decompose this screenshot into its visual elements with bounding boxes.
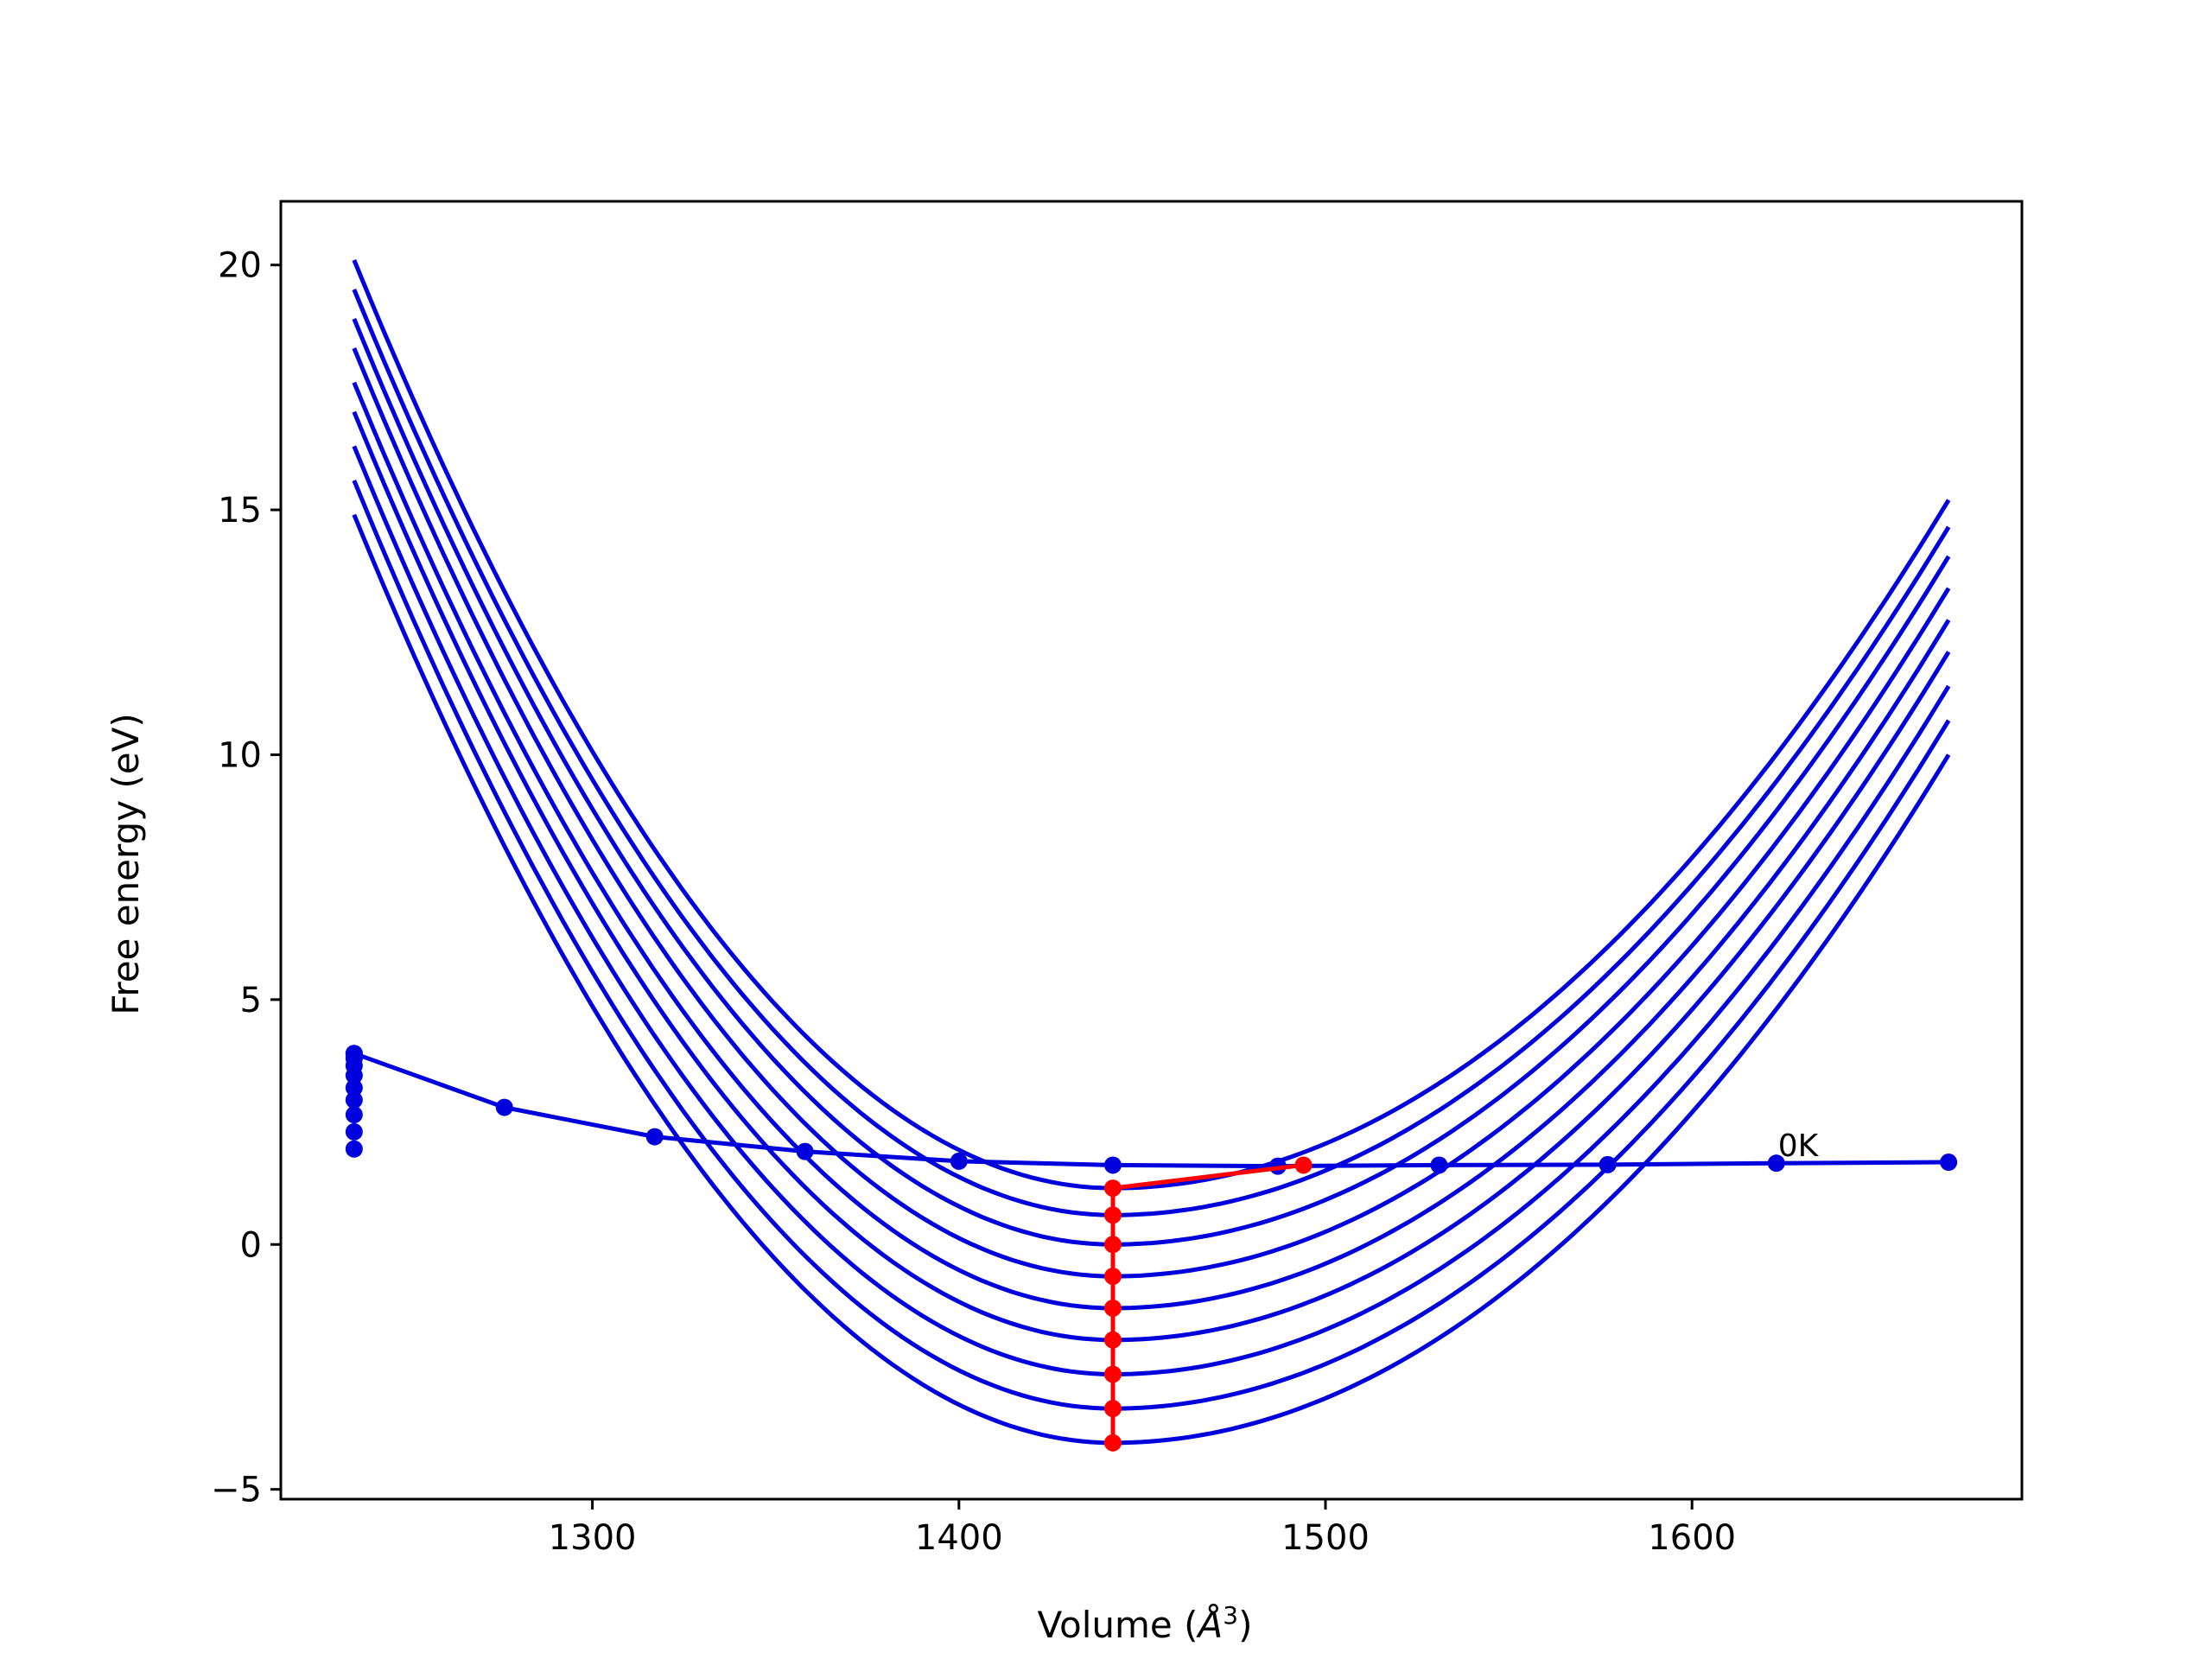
stacked-point (345, 1122, 363, 1141)
stacked-point (345, 1140, 363, 1158)
zero-k-line-path (353, 1051, 1949, 1169)
x-axis-label-unit: Å (1196, 1603, 1224, 1646)
zero-k-line (345, 1045, 1958, 1175)
minima-path-line (1110, 1162, 1304, 1443)
minimum-point (1103, 1268, 1122, 1286)
zero-k-point (796, 1142, 814, 1160)
y-axis-label: Free energy (eV) (105, 713, 147, 1015)
stacked-point (345, 1045, 363, 1063)
annotation-0k: 0K (1778, 1128, 1820, 1164)
minimum-point (1103, 1236, 1122, 1254)
plot-frame (279, 200, 2024, 1501)
y-tick-label: −5 (211, 1471, 262, 1510)
zero-k-point (1599, 1155, 1617, 1173)
x-tick-label: 1600 (1648, 1518, 1736, 1558)
zero-k-point (645, 1128, 664, 1146)
x-tick-label: 1400 (915, 1518, 1003, 1558)
minima-path (1103, 1156, 1313, 1452)
minimum-point (1103, 1433, 1122, 1452)
free-energy-curve-8 (352, 289, 1951, 1217)
y-tick-label: 10 (218, 735, 262, 775)
stacked-point (345, 1106, 363, 1124)
minimum-point (1103, 1400, 1122, 1418)
zero-k-point (1103, 1156, 1122, 1174)
axes: 1300 1400 1500 1600 −5 0 5 10 15 20 (211, 200, 2024, 1558)
zero-k-point (1767, 1154, 1785, 1173)
minimum-point (1103, 1179, 1122, 1198)
minimum-point (1103, 1299, 1122, 1317)
y-tick-label: 0 (240, 1225, 262, 1265)
zero-k-point (950, 1152, 968, 1170)
free-energy-curves (352, 259, 1951, 1446)
free-energy-curve-6 (352, 347, 1951, 1279)
zero-k-point (1940, 1154, 1958, 1172)
y-tick-label: 20 (218, 246, 262, 286)
free-energy-curve-4 (352, 410, 1951, 1343)
zero-k-point (1430, 1156, 1448, 1174)
minimum-point (1294, 1156, 1313, 1174)
x-axis-label-main: Volume ( (1038, 1604, 1198, 1646)
x-axis-label-exponent: 3 (1223, 1601, 1238, 1630)
y-tick-label: 5 (240, 981, 262, 1020)
free-energy-curve-3 (352, 445, 1951, 1377)
zero-k-point (495, 1098, 513, 1116)
minimum-point (1103, 1331, 1122, 1349)
free-energy-curve-2 (352, 480, 1951, 1411)
free-energy-curve-5 (352, 381, 1951, 1311)
free-energy-curve-9 (352, 259, 1951, 1191)
free-energy-curve-1 (352, 513, 1951, 1446)
stacked-point (345, 1078, 363, 1096)
x-tick-label: 1500 (1281, 1518, 1370, 1558)
stacked-point (345, 1091, 363, 1109)
x-tick-label: 1300 (549, 1518, 637, 1558)
minimum-point (1103, 1365, 1122, 1383)
x-axis-label-close: ) (1238, 1604, 1252, 1646)
x-axis-label: Volume (Å3) (1038, 1601, 1253, 1646)
minimum-point (1103, 1206, 1122, 1224)
free-energy-curve-7 (352, 318, 1951, 1247)
y-tick-label: 15 (218, 491, 262, 531)
